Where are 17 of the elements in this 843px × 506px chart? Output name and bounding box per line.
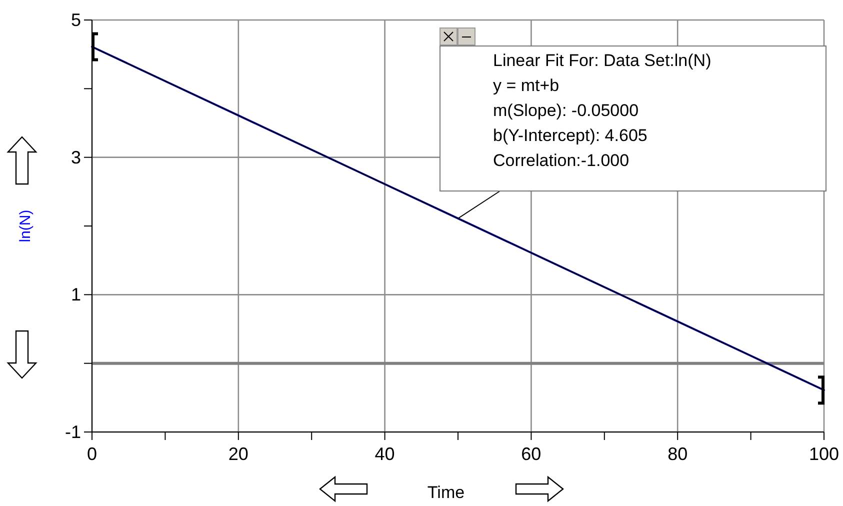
y-tick-label: 5 (70, 10, 81, 30)
annotation: m(Slope): -0.05000 (493, 101, 639, 120)
x-tick-label: 20 (228, 444, 248, 464)
x-tick-label: 40 (374, 444, 395, 464)
annotation: Correlation:-1.000 (493, 151, 630, 170)
x-tick-label: 80 (668, 444, 688, 464)
x-tick-label: 0 (86, 444, 98, 464)
annotation: Linear Fit For: Data Set:ln(N) (493, 51, 712, 70)
y-tick-label: 3 (70, 147, 81, 168)
annotation: b(Y-Intercept): 4.605 (493, 126, 648, 145)
annotation: y = mt+b (493, 76, 560, 95)
x-axis-title: Time (427, 483, 465, 502)
y-tick-label: 1 (70, 284, 81, 305)
y-axis-title: ln(N) (17, 210, 34, 242)
x-tick-label: 100 (808, 444, 840, 464)
x-tick-label: 60 (521, 444, 542, 464)
y-tick-label: -1 (64, 422, 81, 442)
